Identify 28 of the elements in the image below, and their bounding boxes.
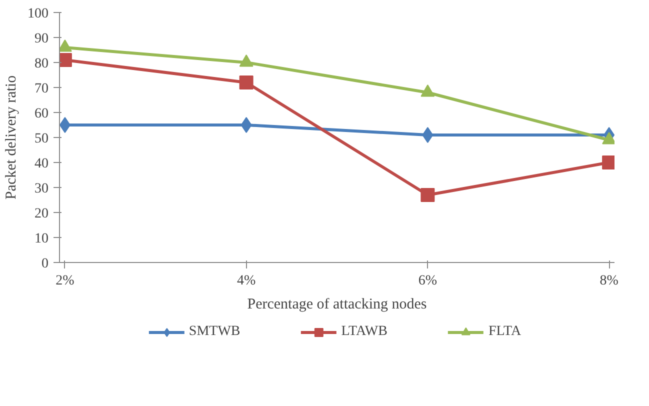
y-tick-label: 70: [34, 82, 48, 96]
y-tick-label: 30: [34, 182, 48, 196]
legend-label: FLTA: [488, 324, 522, 340]
y-tick-label: 20: [34, 206, 48, 222]
y-axis-title: Packet delivery ratio: [4, 75, 20, 200]
point: [420, 84, 435, 97]
y-tick-label: 10: [34, 232, 48, 246]
x-tick-label: 8%: [600, 274, 619, 288]
x-axis-title: Percentage of attacking nodes: [247, 296, 427, 312]
point: [240, 117, 252, 133]
point: [602, 156, 614, 170]
point: [422, 127, 434, 143]
y-tick-label: 50: [34, 132, 48, 146]
legend-label: SMTWB: [188, 324, 240, 340]
y-tick-label: 80: [34, 56, 48, 72]
point: [239, 76, 254, 90]
y-tick-label: 100: [28, 6, 48, 22]
y-tick-label: 60: [34, 106, 48, 122]
x-tick-label: 6%: [418, 274, 438, 288]
point: [60, 53, 72, 67]
y-tick-label: 0: [42, 256, 48, 272]
x-tick-label: 4%: [236, 274, 256, 288]
legend-label: LTAWB: [341, 324, 388, 340]
point: [420, 188, 435, 202]
point: [239, 54, 254, 67]
y-tick-label: 40: [34, 156, 48, 172]
x-tick-label: 2%: [56, 274, 75, 288]
y-tick-label: 90: [34, 32, 48, 46]
